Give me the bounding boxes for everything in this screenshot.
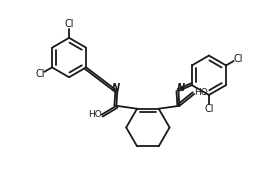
Text: N: N bbox=[176, 83, 185, 93]
Text: N: N bbox=[111, 83, 120, 93]
Text: Cl: Cl bbox=[64, 19, 74, 29]
Text: HO: HO bbox=[88, 110, 102, 119]
Text: Cl: Cl bbox=[35, 69, 45, 79]
Text: HO: HO bbox=[194, 88, 208, 97]
Text: Cl: Cl bbox=[233, 53, 243, 63]
Text: Cl: Cl bbox=[204, 104, 214, 114]
